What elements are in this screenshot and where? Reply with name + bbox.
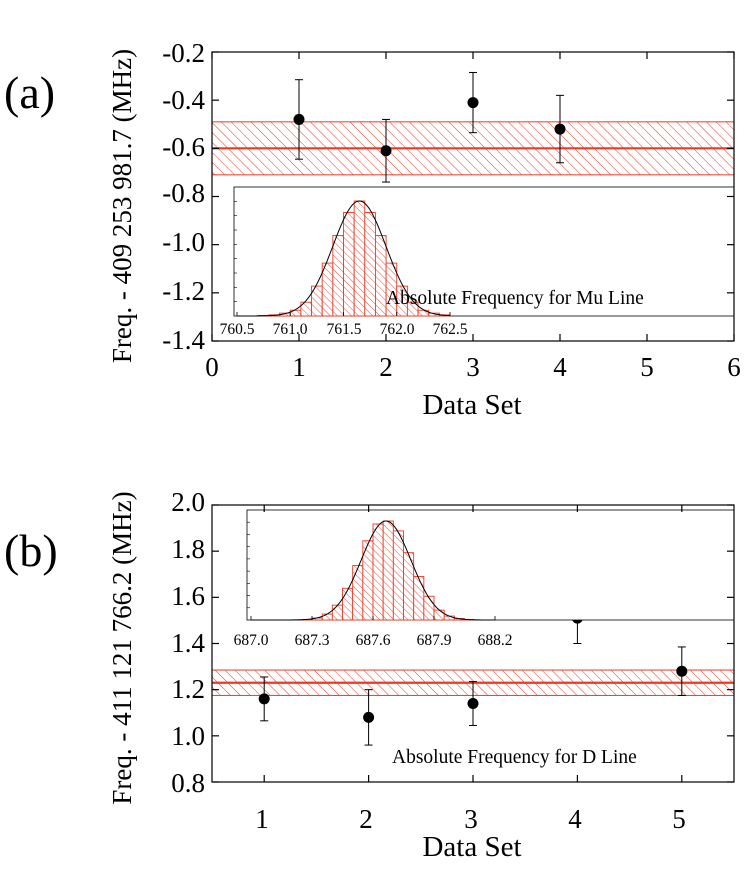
x-tick-label-b-0: 1 xyxy=(255,804,269,834)
y-tick-label-a-6: -0.2 xyxy=(162,38,205,68)
inset-bar-a-12 xyxy=(364,212,376,317)
panel-label-b: (b) xyxy=(4,525,58,576)
y-tick-labels-b: 0.8 1.0 1.2 1.4 1.6 1.8 2.0 xyxy=(171,487,205,798)
y-tick-label-a-1: -1.2 xyxy=(162,276,205,306)
data-point-b-5 xyxy=(676,646,688,696)
x-tick-labels-a: 0 1 2 3 4 5 6 xyxy=(205,352,741,382)
inset-bar-a-8 xyxy=(321,262,334,317)
inset-bar-a-15 xyxy=(396,285,408,317)
inset-tick-label-a-1: 761.0 xyxy=(273,321,308,338)
x-tick-label-a-5: 5 xyxy=(640,352,654,382)
data-point-a-3 xyxy=(467,71,479,134)
inset-bar-a-9 xyxy=(332,235,344,317)
x-axis-label-a: Data Set xyxy=(422,389,521,421)
x-tick-labels-b: 1 2 3 4 5 xyxy=(255,804,686,834)
x-tick-label-a-4: 4 xyxy=(553,352,567,382)
inset-tick-label-a-3: 762.0 xyxy=(380,321,415,338)
inset-bar-b-17 xyxy=(423,595,435,621)
x-tick-label-a-1: 1 xyxy=(292,352,306,382)
axis-ticks-a xyxy=(211,51,735,342)
inset-tick-label-a-0: 760.5 xyxy=(220,321,255,338)
inset-bar-a-16 xyxy=(406,301,419,317)
annotation-a: Absolute Frequency for Mu Line xyxy=(386,288,644,309)
y-tick-label-a-5: -0.4 xyxy=(162,85,205,115)
x-tick-label-a-2: 2 xyxy=(379,352,393,382)
data-point-a-2 xyxy=(380,118,392,183)
x-tick-label-a-0: 0 xyxy=(205,352,219,382)
y-axis-label-a: Freq. - 409 253 981.7 (MHz) xyxy=(107,49,137,363)
annotation-b: Absolute Frequency for D Line xyxy=(392,747,637,768)
inset-bar-a-11 xyxy=(353,200,366,317)
data-point-b-3 xyxy=(467,681,479,726)
x-tick-label-a-3: 3 xyxy=(466,352,480,382)
marker-a-4 xyxy=(554,123,566,135)
x-tick-label-a-6: 6 xyxy=(727,352,741,382)
data-point-b-1 xyxy=(258,676,270,722)
inset-frame-b xyxy=(246,509,735,621)
inset-tick-label-b-4: 688.2 xyxy=(478,632,513,649)
y-tick-label-b-4: 1.6 xyxy=(171,581,205,611)
inset-bar-b-9 xyxy=(342,587,354,621)
y-tick-label-b-1: 1.0 xyxy=(171,721,205,751)
inset-tick-label-b-1: 687.3 xyxy=(295,632,330,649)
inset-bar-b-10 xyxy=(352,565,364,621)
inset-a: 760.5 761.0 761.5 762.0 762.5 Absolute F… xyxy=(220,186,735,338)
inset-bar-b-13 xyxy=(382,520,394,621)
data-point-b-2 xyxy=(363,689,375,746)
inset-ticks-b xyxy=(247,521,496,620)
inset-bar-b-14 xyxy=(392,530,404,621)
marker-a-3 xyxy=(467,97,479,109)
inset-bar-a-13 xyxy=(375,235,387,317)
inset-tick-label-a-2: 761.5 xyxy=(327,321,362,338)
marker-b-3 xyxy=(467,698,479,710)
inset-bar-a-10 xyxy=(343,212,355,317)
inset-tick-label-b-3: 687.9 xyxy=(417,632,452,649)
y-tick-label-a-4: -0.6 xyxy=(162,132,205,162)
marker-a-2 xyxy=(380,145,392,157)
inset-gauss-curve-a xyxy=(237,200,451,317)
marker-b-1 xyxy=(258,693,270,705)
inset-bar-b-16 xyxy=(413,575,425,621)
panel-b: (b) Freq. - 411 121 766.2 (MHz) Data Set… xyxy=(4,487,735,863)
marker-a-1 xyxy=(293,113,305,125)
inset-tick-label-b-0: 687.0 xyxy=(234,632,269,649)
marker-b-2 xyxy=(363,711,375,723)
y-tick-label-a-0: -1.4 xyxy=(162,325,205,355)
y-axis-label-b: Freq. - 411 121 766.2 (MHz) xyxy=(107,491,137,804)
x-axis-label-b: Data Set xyxy=(422,831,521,863)
x-tick-label-b-3: 4 xyxy=(568,804,582,834)
inset-bar-b-12 xyxy=(372,523,384,621)
y-tick-label-a-3: -0.8 xyxy=(162,178,205,208)
inset-bars-a xyxy=(257,200,451,317)
inset-tick-label-b-2: 687.6 xyxy=(356,632,391,649)
y-tick-label-b-2: 1.2 xyxy=(171,674,205,704)
inset-ticks-a xyxy=(234,201,451,316)
y-tick-label-b-3: 1.4 xyxy=(171,628,205,658)
y-tick-label-b-0: 0.8 xyxy=(171,768,205,798)
x-tick-label-b-1: 2 xyxy=(359,804,373,834)
inset-bar-b-7 xyxy=(321,613,333,621)
x-tick-label-b-2: 3 xyxy=(464,804,478,834)
y-tick-label-b-5: 1.8 xyxy=(171,534,205,564)
inset-bar-b-18 xyxy=(433,609,445,621)
panel-a: (a) Freq. - 409 253 981.7 (MHz) Data Set… xyxy=(4,38,741,421)
axis-ticks-b xyxy=(212,504,734,783)
x-tick-label-b-4: 5 xyxy=(672,804,686,834)
inset-bar-b-8 xyxy=(331,604,343,621)
y-tick-label-b-6: 2.0 xyxy=(171,487,205,517)
inset-tick-label-a-4: 762.5 xyxy=(433,321,468,338)
data-point-a-1 xyxy=(293,79,305,160)
y-tick-labels-a: -1.4 -1.2 -1.0 -0.8 -0.6 -0.4 -0.2 xyxy=(162,38,205,355)
data-point-a-4 xyxy=(554,94,566,164)
y-tick-label-a-2: -1.0 xyxy=(162,227,205,257)
inset-gauss-curve-b xyxy=(251,520,495,621)
marker-b-5 xyxy=(676,665,688,677)
inset-b: 687.0 687.3 687.6 687.9 688.2 xyxy=(234,509,735,649)
panel-label-a: (a) xyxy=(4,67,55,118)
